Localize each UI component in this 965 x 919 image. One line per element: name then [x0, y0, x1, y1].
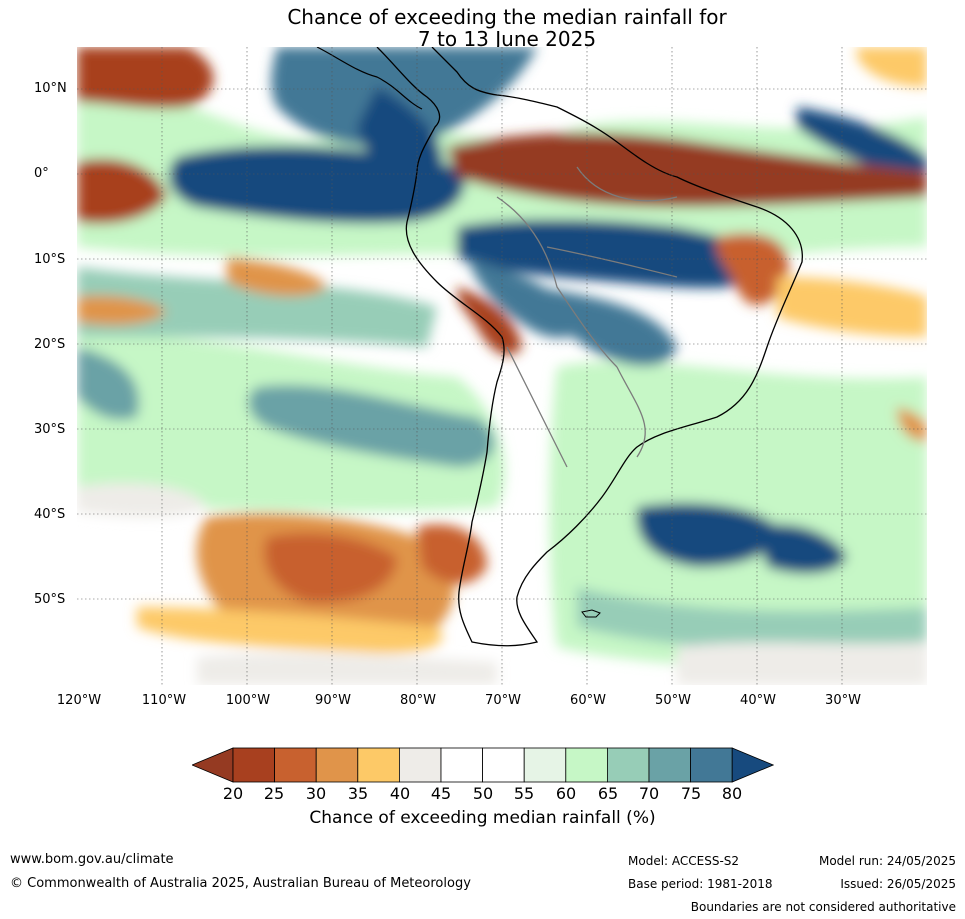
colorbar-tick: 25: [263, 784, 285, 803]
footer-base-period: Base period: 1981-2018: [628, 877, 773, 891]
lat-label: 0°: [34, 166, 49, 181]
colorbar-tick: 80: [721, 784, 743, 803]
colorbar-label: Chance of exceeding median rainfall (%): [309, 808, 656, 828]
footer-copyright: © Commonwealth of Australia 2025, Austra…: [10, 876, 471, 891]
lon-label: 40°W: [740, 693, 776, 708]
lat-label: 50°S: [34, 592, 66, 607]
colorbar-tick: 75: [680, 784, 702, 803]
colorbar-swatch: [648, 747, 691, 783]
footer-disclaimer: Boundaries are not considered authoritat…: [690, 900, 956, 914]
colorbar-low-extend: [192, 747, 234, 783]
colorbar-tick: 70: [638, 784, 660, 803]
lon-label: 80°W: [400, 693, 436, 708]
lon-label: 60°W: [570, 693, 606, 708]
colorbar-swatch: [606, 747, 650, 783]
lat-label: 10°S: [34, 252, 66, 267]
colorbar-swatch: [398, 747, 442, 783]
rainfall-map: [77, 47, 927, 685]
colorbar-tick: 30: [305, 784, 327, 803]
colorbar-swatch: [357, 747, 400, 783]
map-title-line1: Chance of exceeding the median rainfall …: [287, 5, 727, 29]
colorbar-tick: 45: [430, 784, 452, 803]
graticule: [77, 47, 927, 685]
footer-model: Model: ACCESS-S2: [628, 854, 740, 868]
colorbar-swatch: [274, 747, 317, 783]
falkland-islands: [581, 609, 601, 618]
colorbar-tick: 60: [555, 784, 577, 803]
south-america-coastline: [376, 47, 803, 647]
colorbar: [192, 747, 774, 783]
colorbar-swatch: [232, 747, 275, 783]
lat-label: 20°S: [34, 337, 66, 352]
colorbar-tick: 20: [222, 784, 244, 803]
colorbar-tick: 65: [597, 784, 619, 803]
lon-label: 120°W: [56, 693, 102, 708]
lon-label: 70°W: [485, 693, 521, 708]
lon-label: 50°W: [655, 693, 691, 708]
footer-model-run: Model run: 24/05/2025: [818, 854, 956, 868]
footer-issued: Issued: 26/05/2025: [840, 877, 956, 891]
lon-label: 100°W: [225, 693, 271, 708]
colorbar-swatch: [565, 747, 608, 783]
lon-label: 110°W: [141, 693, 187, 708]
colorbar-swatch: [440, 747, 483, 783]
colorbar-swatch: [690, 747, 733, 783]
lat-label: 10°N: [34, 81, 67, 96]
colorbar-swatch: [482, 747, 525, 783]
colorbar-tick: 50: [472, 784, 494, 803]
colorbar-swatch: [523, 747, 567, 783]
central-america-coastline: [316, 47, 423, 110]
lat-label: 30°S: [34, 422, 66, 437]
colorbar-swatch: [315, 747, 359, 783]
colorbar-tick: 55: [513, 784, 535, 803]
map-title-line2: 7 to 13 June 2025: [417, 27, 597, 51]
lat-label: 40°S: [34, 507, 66, 522]
lon-label: 30°W: [825, 693, 861, 708]
colorbar-tick: 35: [347, 784, 369, 803]
colorbar-high-extend: [731, 747, 774, 783]
lon-label: 90°W: [315, 693, 351, 708]
country-borders: [496, 166, 678, 468]
rainfall-anomaly-field: [77, 47, 927, 685]
footer-url[interactable]: www.bom.gov.au/climate: [10, 852, 174, 867]
colorbar-tick: 40: [389, 784, 411, 803]
